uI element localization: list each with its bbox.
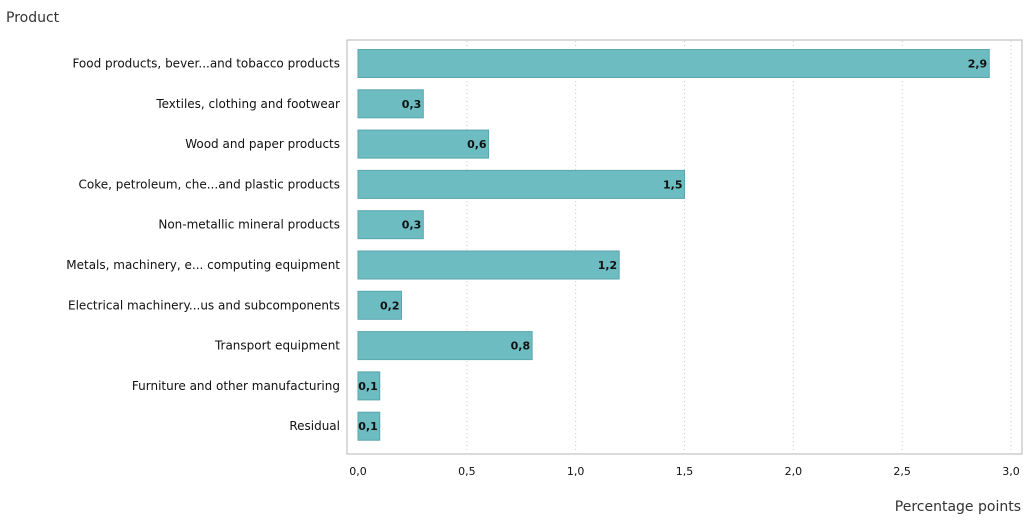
bar [357,210,424,240]
data-label: 1,2 [598,259,618,272]
bar [357,411,381,441]
category-label: Metals, machinery, e... computing equipm… [66,258,340,272]
x-tick-labels: 0,0 0,5 1,0 1,5 2,0 2,5 3,0 [349,465,1020,478]
category-label: Transport equipment [214,339,340,353]
data-label: 1,5 [663,178,683,191]
gridlines [466,41,1012,453]
data-label: 0,6 [467,138,487,151]
category-label: Coke, petroleum, che...and plastic produ… [79,177,340,191]
data-labels: 2,9 0,3 0,6 1,5 0,3 1,2 0,2 0,8 0,1 0,1 [358,58,987,434]
x-tick-label: 3,0 [1002,465,1020,478]
bar [357,169,685,199]
data-label: 0,3 [402,219,422,232]
x-tick-label: 1,0 [567,465,585,478]
category-label: Residual [289,419,340,433]
category-labels: Food products, bever...and tobacco produ… [66,57,340,434]
category-label: Electrical machinery...us and subcompone… [68,298,340,312]
data-label: 0,2 [380,299,400,312]
category-label: Textiles, clothing and footwear [155,97,340,111]
x-tick-label: 0,0 [349,465,367,478]
x-tick-label: 0,5 [458,465,476,478]
bar [357,89,424,119]
bar [357,250,620,280]
data-label: 2,9 [968,58,988,71]
bar [357,331,533,361]
x-axis-title: Percentage points [895,499,1021,515]
plot-frame [346,39,1023,455]
category-label: Food products, bever...and tobacco produ… [72,57,340,71]
x-tick-label: 1,5 [676,465,694,478]
category-label: Furniture and other manufacturing [132,379,340,393]
data-label: 0,1 [358,420,378,433]
x-tick-label: 2,0 [785,465,803,478]
bar [357,371,381,401]
bar [357,49,990,78]
bar [357,290,403,320]
category-label: Wood and paper products [185,137,340,151]
x-tick-label: 2,5 [893,465,911,478]
bar [357,129,490,159]
data-label: 0,1 [358,380,378,393]
bars [357,49,990,441]
category-label: Non-metallic mineral products [158,218,340,232]
data-label: 0,8 [511,340,531,353]
data-label: 0,3 [402,98,422,111]
y-axis-title: Product [6,10,60,26]
